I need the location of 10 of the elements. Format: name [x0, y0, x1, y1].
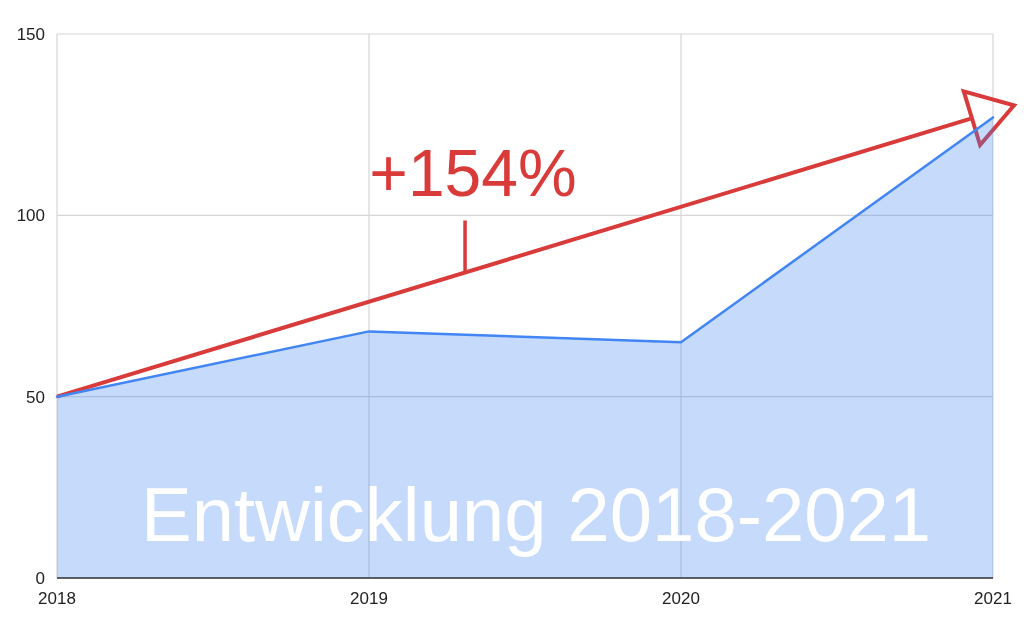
- y-tick-label: 100: [16, 206, 45, 226]
- x-tick-label: 2018: [38, 588, 76, 608]
- x-tick-label: 2019: [350, 588, 388, 608]
- text: Entwicklung 2018-2021: [140, 472, 932, 557]
- x-tick-label: 2021: [974, 588, 1012, 608]
- y-tick-label: 0: [35, 568, 45, 588]
- x-tick-label: 2020: [662, 588, 700, 608]
- annotation: +154%: [369, 136, 577, 211]
- y-tick-label: 150: [16, 24, 45, 44]
- y-tick-label: 50: [26, 387, 45, 407]
